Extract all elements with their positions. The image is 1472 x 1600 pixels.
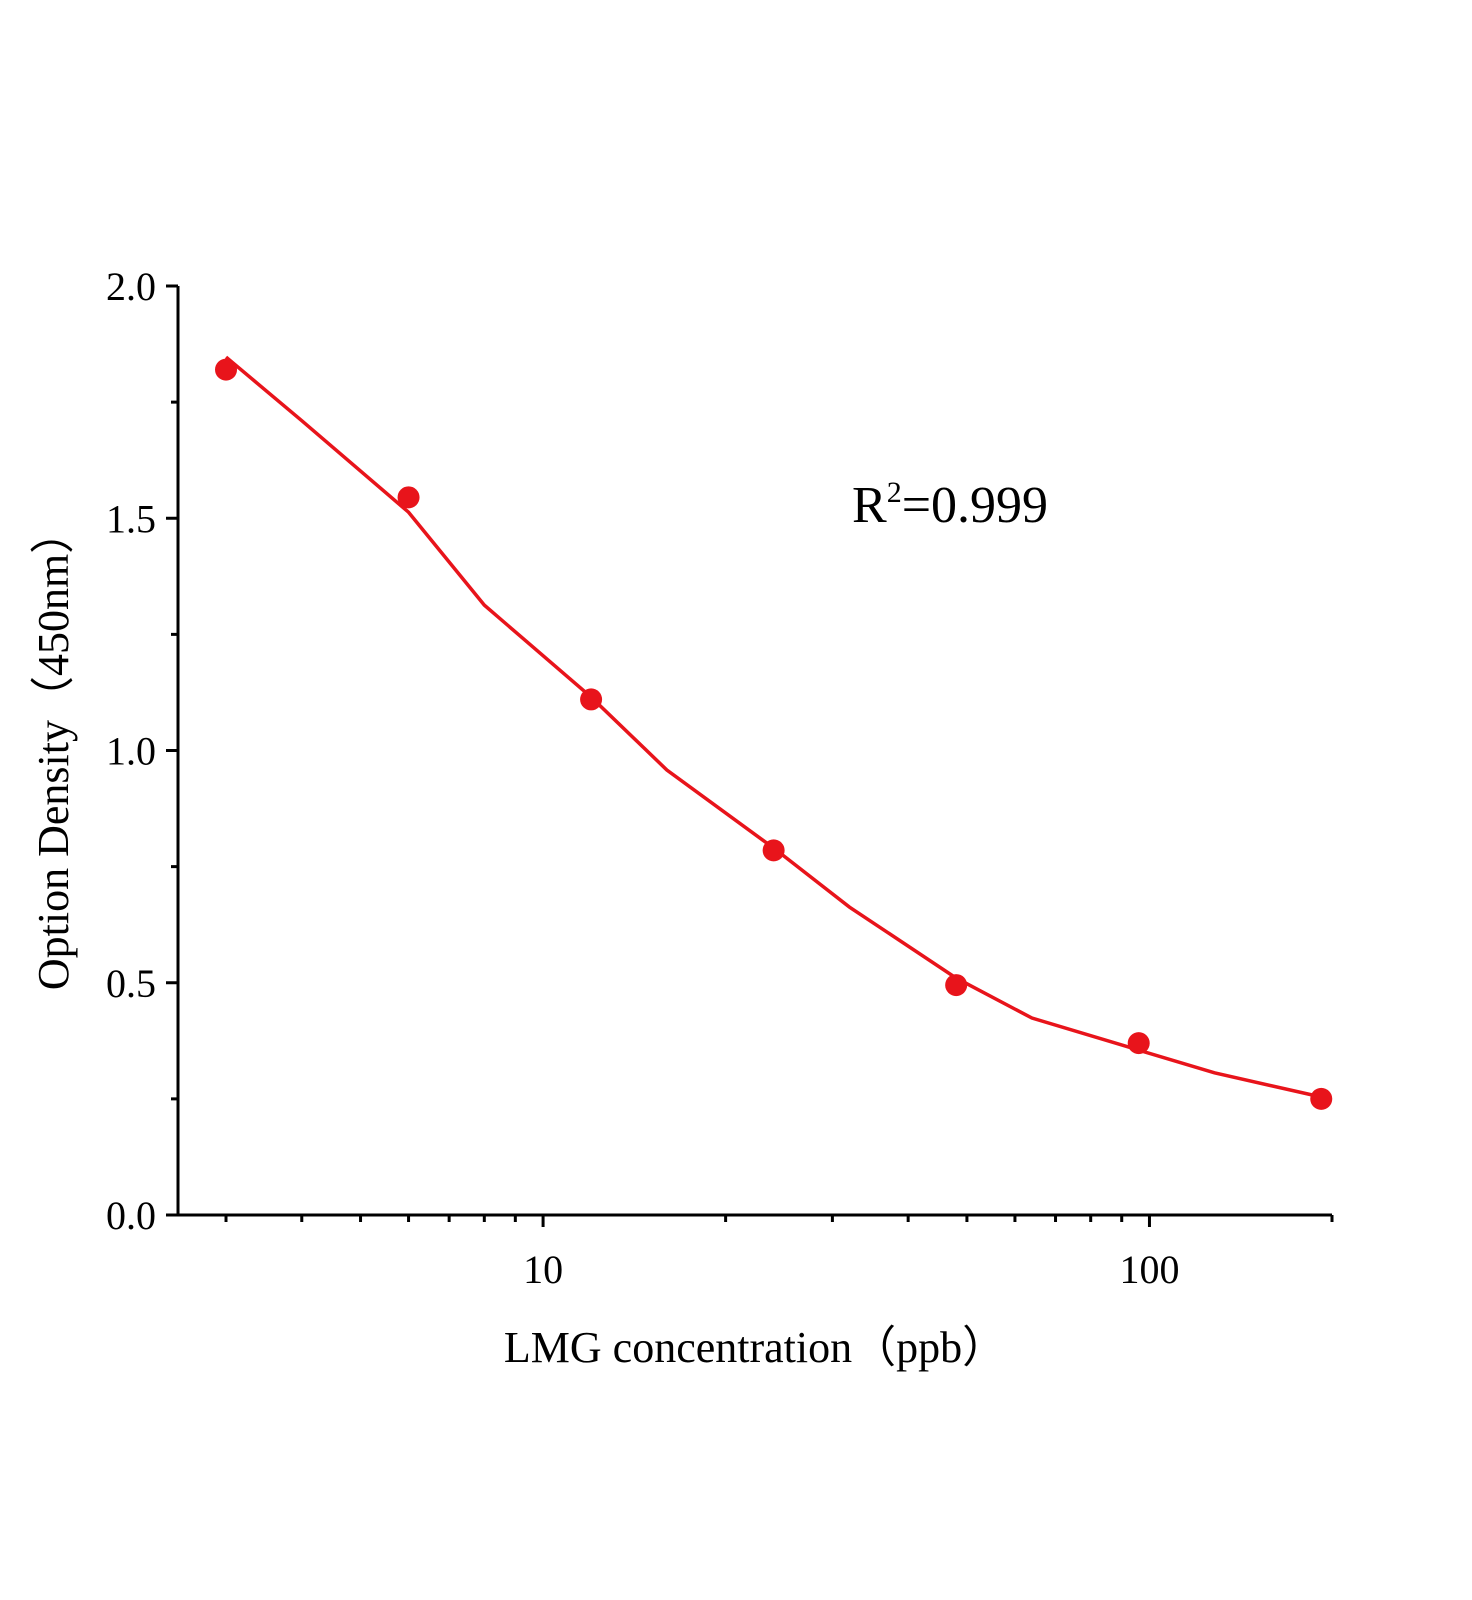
y-tick-label: 2.0 xyxy=(106,264,156,309)
annotation-sup: 2 xyxy=(887,476,902,509)
x-axis-title: LMG concentration（ppb） xyxy=(504,1323,1006,1372)
fit-curve xyxy=(224,355,1322,1099)
data-point xyxy=(1310,1087,1333,1110)
data-point xyxy=(397,486,420,509)
y-tick-label: 0.0 xyxy=(106,1193,156,1238)
data-point xyxy=(215,358,238,381)
y-tick-label: 0.5 xyxy=(106,961,156,1006)
x-tick-label: 10 xyxy=(523,1247,563,1292)
x-tick-label: 100 xyxy=(1119,1247,1179,1292)
y-axis-title: Option Density（450nm） xyxy=(29,510,78,990)
data-point xyxy=(580,688,603,711)
data-point xyxy=(1127,1032,1150,1055)
y-tick-label: 1.5 xyxy=(106,496,156,541)
data-point xyxy=(945,974,968,997)
annotation-base: R xyxy=(852,477,887,534)
annotation-text: =0.999 xyxy=(902,477,1048,534)
annotation: R2=0.999 xyxy=(852,476,1048,534)
data-point xyxy=(762,839,785,862)
y-tick-label: 1.0 xyxy=(106,729,156,774)
